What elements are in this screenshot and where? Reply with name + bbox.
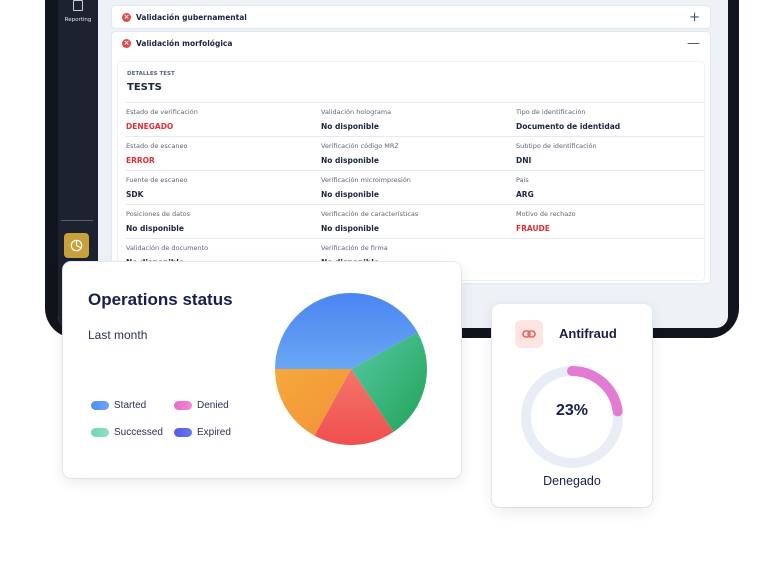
link-icon [515,320,543,348]
pie-slice-successed [351,332,427,432]
tests-card: DETALLES TEST TESTS Estado de verificaci… [118,62,704,280]
legend-swatch [174,428,192,437]
pie-slice-denied [314,369,394,445]
test-field-value: No disponible [126,224,184,233]
accordion-title: Validación gubernamental [136,12,247,22]
test-field-label: Validación holograma [321,108,392,116]
percent-value: 23% [555,402,589,419]
pie-chart-button[interactable] [64,233,89,258]
sidebar-divider [61,220,93,221]
legend-item-denied: Denied [174,400,229,411]
tests-grid: Estado de verificación DENEGADO Validación… [126,102,704,272]
test-field-label: Subtipo de identificación [516,142,597,150]
test-field: Subtipo de identificación DNI [516,136,704,170]
pie-slice-expired [275,369,351,436]
card-title: Antifraud [559,326,617,341]
test-field: Verificación de características No dispon… [321,204,516,238]
progress-ring-fill [521,366,623,468]
legend-item-expired: Expired [174,427,231,438]
test-field: País ARG [516,170,704,204]
status-pie-chart [275,293,427,445]
test-field: Tipo de identificación Documento de ident… [516,102,704,136]
test-field-label: Verificación microimpresión [321,176,411,184]
legend-label: Expired [197,427,231,438]
accordion-gubernamental: × Validación gubernamental + [112,6,710,28]
test-field-label: Estado de verificación [126,108,198,116]
test-field: Fuente de escaneo SDK [126,170,321,204]
legend-swatch [91,401,109,410]
test-field: Motivo de rechazo FRAUDE [516,204,704,238]
sidebar-item-reporting[interactable]: Reporting [58,0,98,23]
error-icon: × [122,12,131,22]
sidebar-item-label: Reporting [64,17,92,23]
accordion-title: Validación morfológica [136,38,233,48]
test-field-label: Posiciones de datos [126,210,190,218]
test-field-label: Estado de escaneo [126,142,188,150]
card-title: Operations status [88,290,233,309]
test-field: Estado de escaneo ERROR [126,136,321,170]
section-title: TESTS [127,82,162,93]
test-field: Posiciones de datos No disponible [126,204,321,238]
accordion-header[interactable]: × Validación morfológica — [112,32,710,54]
pie-chart-icon [70,239,83,252]
test-field-label: Fuente de escaneo [126,176,188,184]
empty-cell [516,238,704,272]
legend-swatch [91,428,109,437]
test-field: Estado de verificación DENEGADO [126,102,321,136]
pie-slice-started [275,293,418,369]
test-field-value: No disponible [321,156,379,165]
test-field-value: DNI [516,156,532,165]
operations-status-card: Operations status Last month Started Den… [63,262,461,478]
legend-label: Denied [197,400,229,411]
test-field-value: No disponible [321,224,379,233]
period-label: Last month [88,328,148,342]
document-icon [73,0,83,11]
collapse-icon[interactable]: — [687,35,700,51]
expand-icon[interactable]: + [689,9,700,25]
legend-swatch [174,401,192,410]
test-field: Verificación código MRZ No disponible [321,136,516,170]
section-label: DETALLES TEST [127,71,175,77]
accordion-header[interactable]: × Validación gubernamental + [112,6,710,28]
accordion-morfologica: × Validación morfológica — DETALLES TEST… [112,32,710,283]
test-field-label: Verificación de firma [321,244,388,252]
legend-label: Started [114,400,147,411]
test-field-value: DENEGADO [126,122,174,131]
progress-ring [521,366,623,468]
legend-label: Successed [114,427,163,438]
test-field-label: Validación de documento [126,244,209,252]
legend-item-successed: Successed [91,427,163,438]
antifraud-card: Antifraud 23% Denegado [492,304,652,507]
test-field-value: No disponible [321,122,379,131]
test-field: Verificación microimpresión No disponible [321,170,516,204]
test-field-value: SDK [126,190,144,199]
legend-item-started: Started [91,400,146,411]
test-field: Validación holograma No disponible [321,102,516,136]
test-field-label: Verificación de características [321,210,419,218]
test-field-label: Motivo de rechazo [516,210,576,218]
test-field-value: FRAUDE [516,224,550,233]
status-label: Denegado [543,474,601,488]
test-field-label: Tipo de identificación [516,108,586,116]
test-field-value: Documento de identidad [516,122,621,131]
test-field-value: ARG [516,190,534,199]
test-field-value: ERROR [126,156,155,165]
test-field-value: No disponible [321,190,379,199]
test-field-label: Verificación código MRZ [321,142,399,150]
error-icon: × [122,38,131,48]
test-field-label: País [516,176,529,184]
